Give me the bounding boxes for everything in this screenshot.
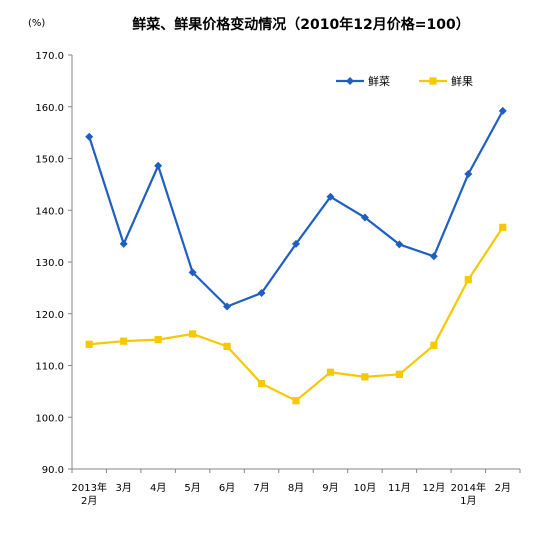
x-tick-label: 2013年 2月 [72,481,107,507]
x-tick-label: 8月 [288,482,304,494]
x-tick-label: 9月 [322,482,338,494]
y-tick-label: 170.0 [35,51,64,62]
data-point [499,223,507,231]
data-point [360,213,369,222]
data-point [326,192,335,201]
x-tick-label: 10月 [354,482,377,494]
series-vegetables [85,106,507,311]
y-tick-label: 140.0 [35,206,64,217]
series-layer [85,106,507,405]
x-tick-label: 12月 [422,482,445,494]
data-point [188,268,197,277]
y-tick-label: 120.0 [35,310,64,321]
series-line [88,110,504,308]
data-point [120,337,128,345]
data-point [326,368,335,376]
data-point [257,289,266,298]
data-point [498,106,507,115]
data-point [154,161,163,170]
data-point [464,170,473,179]
x-tick-label: 7月 [253,482,269,494]
data-point [119,239,128,248]
data-point [257,380,266,388]
legend-item-fruits: 鲜果 [419,74,473,88]
x-tick-label: 2月 [495,482,511,494]
y-tick-label: 160.0 [35,103,64,114]
data-point [189,330,197,338]
y-tick-label: 100.0 [35,413,64,424]
x-tick-label: 3月 [116,482,132,494]
y-axis-unit-label: (%) [28,18,45,29]
data-point [223,302,232,311]
legend-label: 鲜菜 [368,74,390,88]
series-line [89,226,504,402]
data-point [292,397,300,405]
data-point [464,275,472,284]
x-tick-label: 2014年 1月 [451,481,486,507]
x-tick-label: 11月 [388,482,411,494]
axes: 90.0 100.0 110.0 120.0 130.0 140.0 150.0 160.0 1… [35,51,521,507]
data-point [85,132,94,141]
data-point [223,342,231,350]
y-tick-label: 110.0 [35,362,64,373]
x-tick-label: 6月 [219,482,235,494]
x-tick-label: 4月 [150,482,166,494]
y-tick-label: 90.0 [42,465,64,476]
legend-label: 鲜果 [451,74,473,88]
legend: 鲜菜 鲜果 [336,74,473,88]
data-point [292,239,300,248]
legend-item-vegetables: 鲜菜 [336,74,390,88]
data-point [361,373,369,381]
data-point [429,252,438,261]
x-tick-label: 5月 [184,482,200,494]
data-point [85,340,93,348]
chart-title: 鲜菜、鲜果价格变动情况（2010年12月价格=100） [132,16,469,33]
legend-marker [429,77,437,85]
y-tick-label: 150.0 [35,155,64,166]
data-point [430,341,438,349]
legend-marker [346,77,354,85]
data-point [395,370,403,378]
data-point [154,336,162,344]
y-tick-label: 130.0 [35,258,64,269]
series-fruits [85,223,507,405]
data-point [395,240,404,249]
